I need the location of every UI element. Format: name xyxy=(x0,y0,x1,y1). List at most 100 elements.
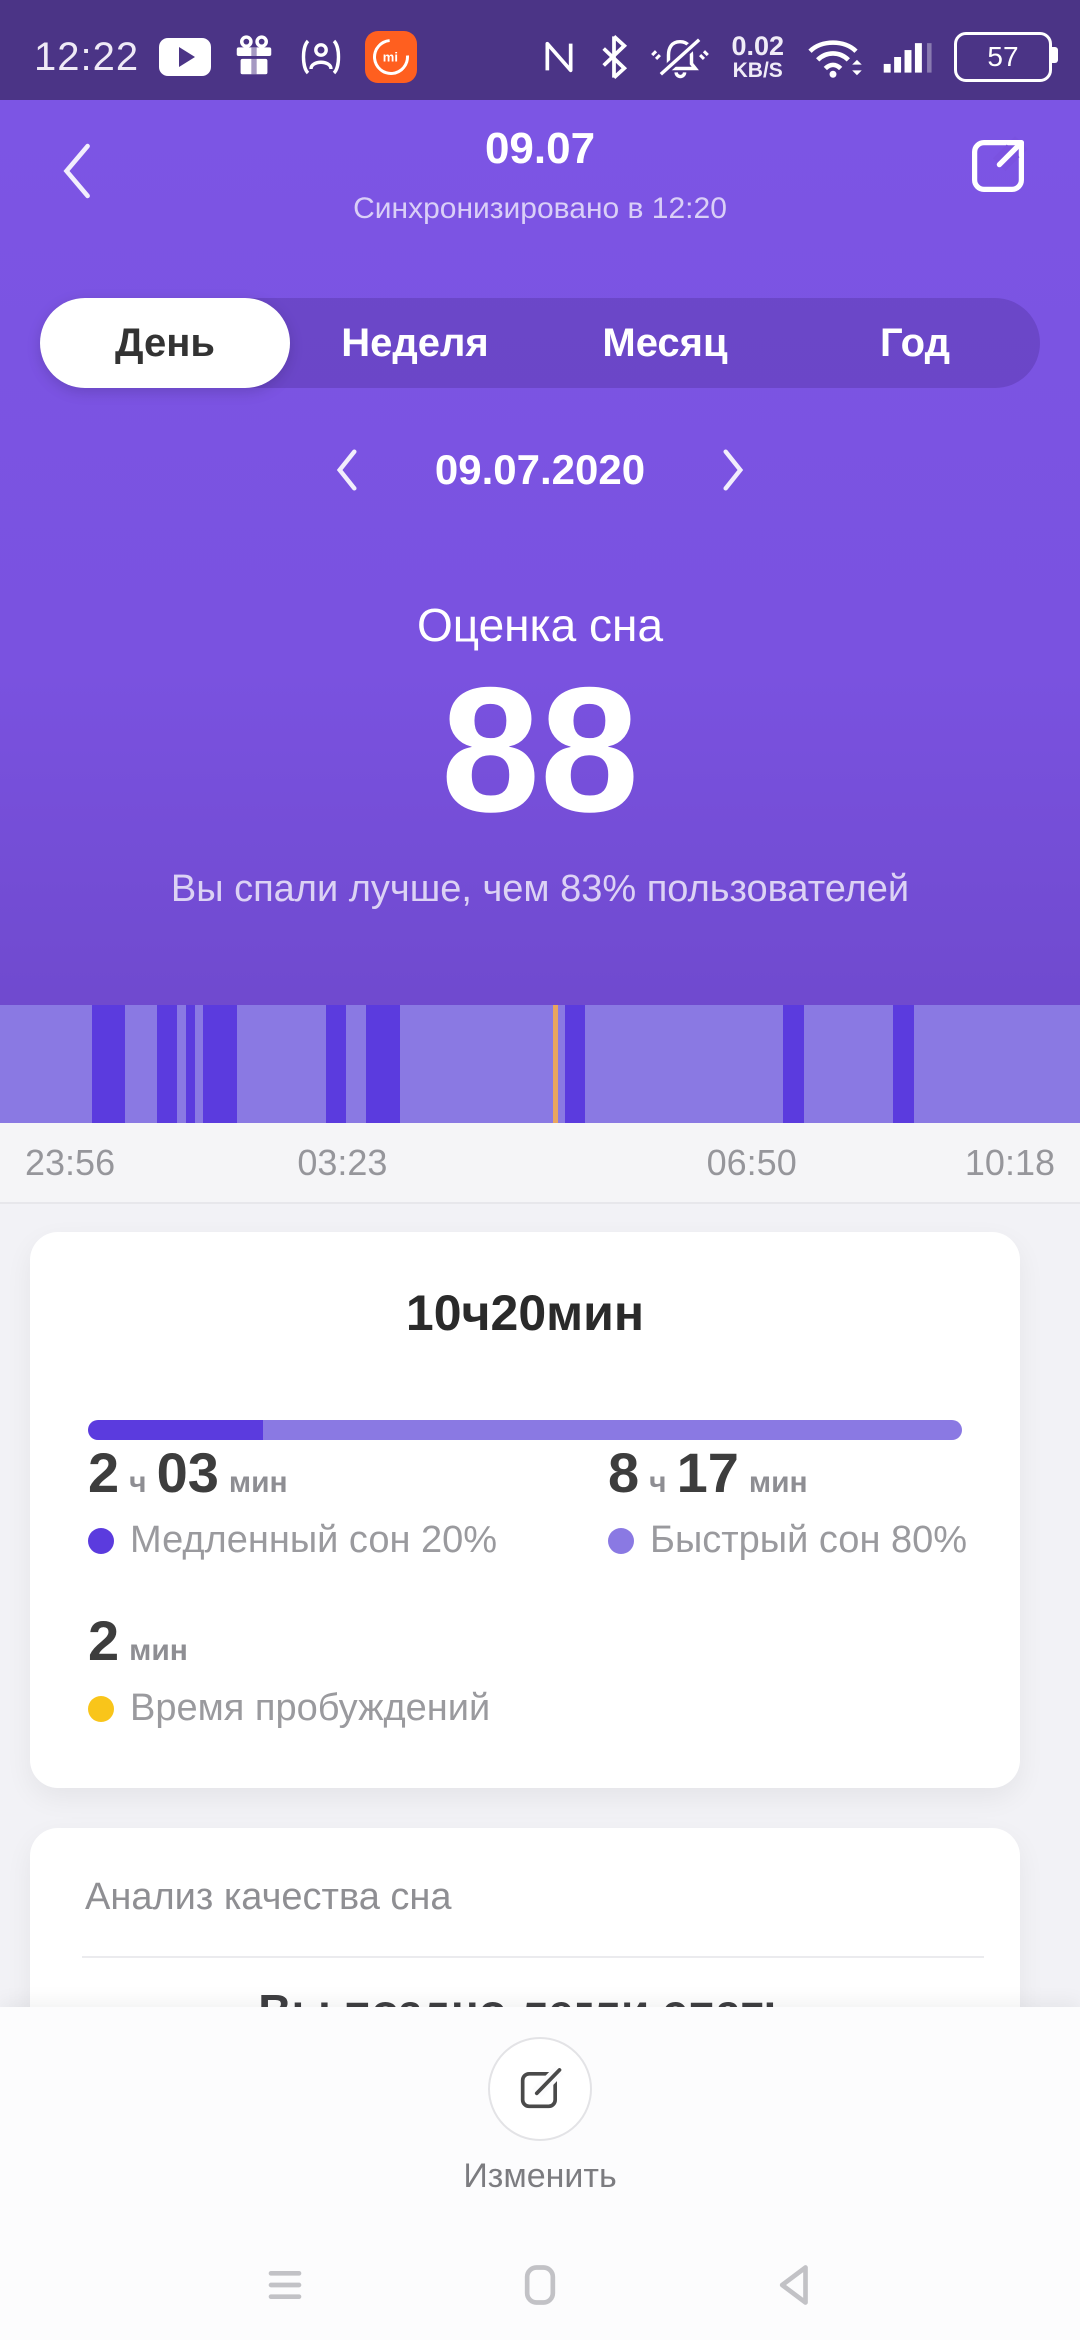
share-button[interactable] xyxy=(960,128,1036,204)
period-tabs: День Неделя Месяц Год xyxy=(40,298,1040,388)
timeline-segment-deep xyxy=(893,1005,914,1128)
score-label: Оценка сна xyxy=(416,599,664,651)
nav-recents-button[interactable] xyxy=(225,2245,345,2325)
timeline-segment-deep xyxy=(564,1005,586,1128)
signal-bars-icon xyxy=(883,43,932,73)
time-tick: 23:56 xyxy=(25,1141,116,1183)
edit-button[interactable] xyxy=(488,2037,592,2141)
back-triangle-icon xyxy=(779,2265,808,2305)
home-icon xyxy=(524,2265,556,2305)
timeline-segment-light xyxy=(913,1005,1080,1128)
deep-minutes-unit: мин xyxy=(228,1466,288,1499)
sleep-hero-section: 09.07 Синхронизировано в 12:20 День Неде… xyxy=(0,100,1080,1128)
tab-month[interactable]: Месяц xyxy=(602,320,728,365)
rem-minutes-unit: мин xyxy=(748,1466,808,1499)
timeline-segment-light xyxy=(195,1005,204,1128)
timeline-segment-deep xyxy=(185,1005,196,1128)
mifit-app-icon: mi xyxy=(365,31,418,83)
nav-home-button[interactable] xyxy=(480,2245,600,2325)
timeline-segment-light xyxy=(177,1005,186,1128)
tab-year[interactable]: Год xyxy=(880,320,950,365)
rem-hours: 8 xyxy=(608,1441,640,1504)
status-bar: 12:22 mi xyxy=(0,0,1080,100)
rem-sleep-stat: 8 ч 17 мин Быстрый сон 80% xyxy=(608,1440,967,1562)
awake-dot xyxy=(88,1695,114,1722)
timeline-segment-deep xyxy=(326,1005,346,1128)
rem-sleep-dot xyxy=(608,1527,634,1554)
share-icon xyxy=(972,136,1028,192)
deep-sleep-stat: 2 ч 03 мин Медленный сон 20% xyxy=(88,1440,497,1562)
time-tick: 06:50 xyxy=(706,1141,797,1183)
timeline-segment-light xyxy=(236,1005,327,1128)
sleep-summary-card: 10ч20мин 2 ч 03 мин Медленный сон 20% 8 … xyxy=(30,1232,1020,1788)
bottom-action-bar: Изменить xyxy=(0,2007,1080,2340)
sleep-quality-title: Анализ качества сна xyxy=(85,1876,452,1918)
gift-icon xyxy=(236,35,272,75)
back-button[interactable] xyxy=(48,136,108,206)
time-axis: 23:56 03:23 06:50 10:18 xyxy=(0,1123,1080,1204)
divider xyxy=(82,1956,984,1958)
timeline-segment-awake xyxy=(552,1005,559,1128)
rem-minutes: 17 xyxy=(676,1441,739,1504)
tab-day[interactable]: День xyxy=(40,298,290,388)
deep-minutes: 03 xyxy=(156,1441,219,1504)
timeline-segment-deep xyxy=(783,1005,804,1128)
awake-stat: 2 мин Время пробуждений xyxy=(88,1608,490,1730)
timeline-segment-light xyxy=(125,1005,157,1128)
prev-date-button[interactable] xyxy=(317,440,377,500)
clock: 12:22 xyxy=(34,34,140,79)
timeline-segment-light xyxy=(399,1005,553,1128)
network-speed: 0.02 KB/S xyxy=(731,31,784,82)
deep-hours-unit: ч xyxy=(129,1466,147,1499)
back-chevron-icon xyxy=(63,143,90,199)
edit-icon xyxy=(520,2065,564,2109)
sync-status: Синхронизировано в 12:20 xyxy=(353,192,727,225)
bluetooth-icon xyxy=(602,34,628,80)
device-settings-icon xyxy=(301,39,341,75)
progress-rem xyxy=(262,1420,962,1440)
deep-sleep-dot xyxy=(88,1527,114,1554)
tab-week[interactable]: Неделя xyxy=(341,320,489,365)
awake-minutes: 2 xyxy=(88,1609,120,1672)
nav-back-button[interactable] xyxy=(735,2245,855,2325)
nfc-icon xyxy=(545,41,573,73)
menu-icon xyxy=(268,2271,302,2299)
sleep-ratio-bar xyxy=(88,1420,962,1440)
time-tick: 03:23 xyxy=(297,1141,388,1183)
deep-sleep-label: Медленный сон 20% xyxy=(130,1519,498,1561)
time-tick: 10:18 xyxy=(964,1141,1055,1183)
progress-deep xyxy=(88,1420,263,1440)
rem-sleep-label: Быстрый сон 80% xyxy=(650,1519,968,1561)
youtube-notification-icon xyxy=(159,38,212,76)
android-navbar xyxy=(0,2245,1080,2325)
edit-button-label: Изменить xyxy=(463,2157,617,2195)
timeline-segment-light xyxy=(558,1005,565,1128)
deep-hours: 2 xyxy=(88,1441,120,1504)
timeline-segment-light xyxy=(0,1005,92,1128)
timeline-segment-deep xyxy=(91,1005,126,1128)
selected-date: 09.07.2020 xyxy=(434,446,646,493)
date-navigator: 09.07.2020 xyxy=(0,430,1080,510)
timeline-segment-deep xyxy=(366,1005,400,1128)
notifications-muted-icon xyxy=(651,36,710,79)
rem-hours-unit: ч xyxy=(649,1466,667,1499)
timeline-segment-deep xyxy=(156,1005,178,1128)
score-comparison: Вы спали лучше, чем 83% пользователей xyxy=(170,868,910,910)
sleep-timeline xyxy=(0,1005,1080,1128)
timeline-segment-light xyxy=(345,1005,367,1128)
status-bar-left: 12:22 mi xyxy=(34,31,418,83)
status-bar-right: 0.02 KB/S 57 xyxy=(539,31,1058,82)
battery-icon: 57 xyxy=(954,32,1058,82)
timeline-segment-light xyxy=(803,1005,894,1128)
page-title: 09.07 xyxy=(484,124,596,173)
timeline-segment-light xyxy=(585,1005,783,1128)
total-sleep-duration: 10ч20мин xyxy=(405,1285,645,1341)
awake-label: Время пробуждений xyxy=(130,1687,491,1729)
battery-percent: 57 xyxy=(987,41,1019,72)
score-value: 88 xyxy=(441,650,639,849)
next-date-button[interactable] xyxy=(703,440,763,500)
timeline-segment-deep xyxy=(203,1005,237,1128)
wifi-icon xyxy=(808,40,862,78)
chevron-right-icon xyxy=(723,449,744,491)
